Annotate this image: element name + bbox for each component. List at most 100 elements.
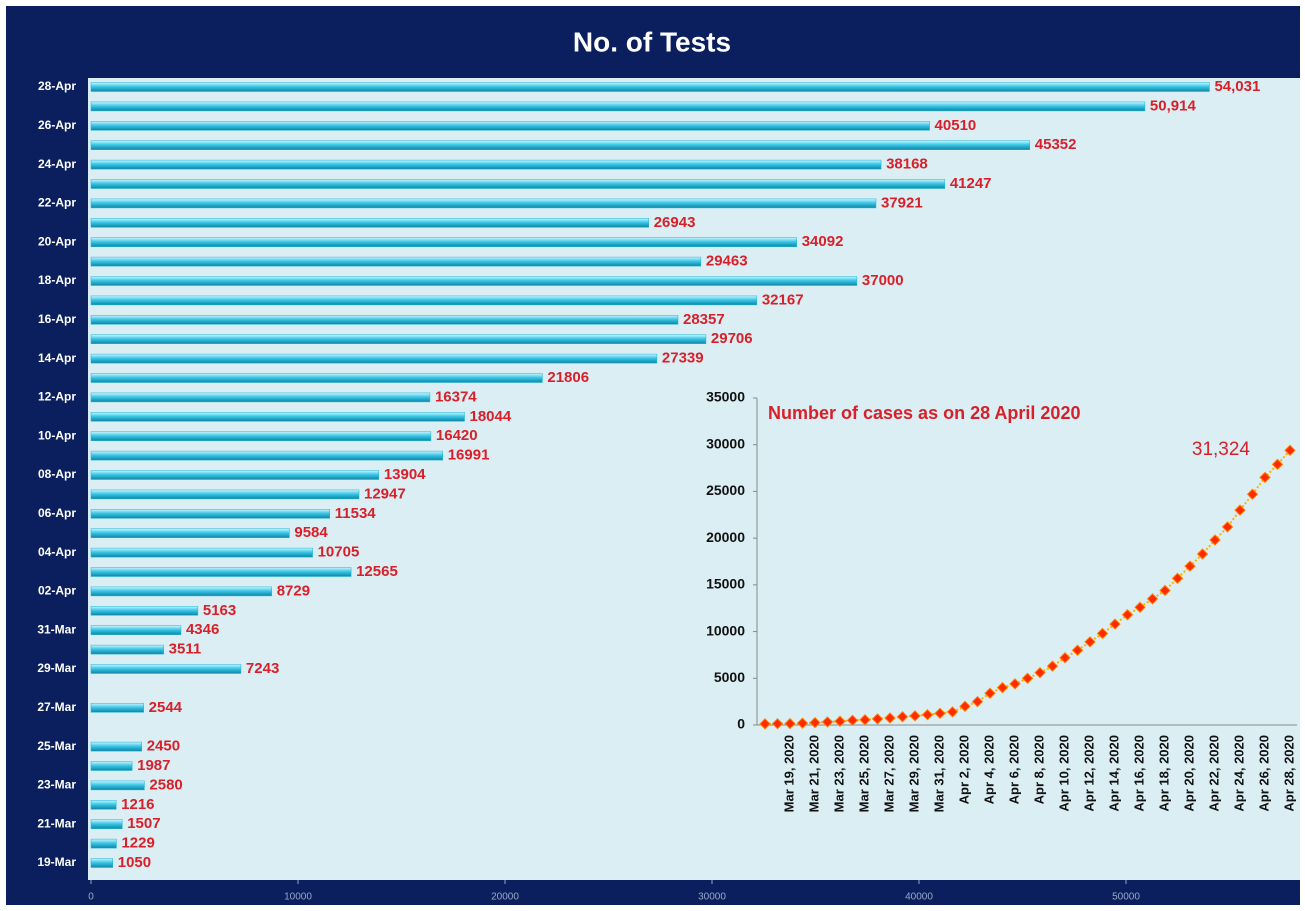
- x-tick-label: Apr 28, 2020: [1281, 735, 1296, 812]
- bar: [90, 392, 431, 403]
- bar: [90, 780, 145, 791]
- marker: [1246, 488, 1259, 500]
- marker: [921, 709, 934, 721]
- marker: [1071, 644, 1084, 656]
- x-tick-label: Apr 24, 2020: [1231, 735, 1246, 812]
- value-label: 2450: [147, 738, 180, 755]
- x-tick-label: Apr 18, 2020: [1156, 735, 1171, 812]
- bar: [90, 606, 199, 616]
- y-tick-label: 26-Apr: [38, 118, 76, 132]
- value-label: 41247: [950, 175, 992, 192]
- y-tick-label: 30000: [706, 435, 745, 451]
- bar: [90, 237, 797, 247]
- bar: [90, 509, 331, 519]
- marker: [834, 715, 846, 727]
- marker: [759, 718, 771, 730]
- marker: [1221, 521, 1234, 533]
- value-label: 34092: [802, 233, 844, 250]
- bar: [90, 334, 707, 344]
- marker: [971, 695, 984, 708]
- value-label: 29706: [711, 330, 753, 347]
- value-label: 8729: [277, 582, 310, 599]
- bar: [90, 353, 658, 364]
- bar: [90, 198, 877, 209]
- marker: [796, 717, 809, 729]
- y-tick-label: 16-Apr: [38, 312, 76, 326]
- bar: [90, 761, 133, 771]
- y-tick-label: 29-Mar: [37, 661, 76, 675]
- value-label: 1987: [137, 757, 170, 774]
- x-tick-label: Apr 14, 2020: [1106, 735, 1121, 812]
- value-label: 4346: [186, 621, 219, 638]
- x-tick-label: Apr 2, 2020: [956, 735, 971, 804]
- x-tick-label: Apr 8, 2020: [1031, 735, 1046, 804]
- marker: [1196, 548, 1209, 560]
- x-tick-label: 40000: [905, 892, 933, 903]
- x-tick-label: Apr 26, 2020: [1256, 735, 1271, 812]
- bar: [90, 858, 113, 868]
- value-label: 40510: [935, 117, 977, 134]
- x-tick-label: Mar 25, 2020: [856, 735, 871, 812]
- bar: [90, 450, 443, 461]
- x-tick-label: Apr 22, 2020: [1206, 735, 1221, 812]
- value-label: 12947: [364, 485, 406, 502]
- bar: [90, 295, 758, 306]
- marker: [809, 716, 821, 729]
- y-tick-label: 14-Apr: [38, 351, 76, 365]
- value-label: 45352: [1035, 136, 1077, 153]
- bar: [90, 179, 946, 189]
- marker: [1084, 636, 1096, 648]
- bar: [90, 412, 465, 422]
- y-tick-label: 25000: [706, 482, 745, 498]
- marker: [871, 713, 884, 725]
- value-label: 1507: [127, 815, 160, 832]
- bar: [90, 838, 117, 849]
- x-tick-label: Apr 6, 2020: [1006, 735, 1021, 804]
- marker: [1009, 678, 1021, 690]
- value-label: 50,914: [1150, 97, 1197, 114]
- value-label: 29463: [706, 253, 748, 270]
- marker: [1234, 504, 1246, 516]
- y-tick-label: 10-Apr: [38, 428, 76, 442]
- value-label: 54,031: [1214, 78, 1260, 95]
- bar: [90, 547, 313, 558]
- marker: [1046, 660, 1059, 672]
- x-tick-label: 30000: [698, 892, 726, 903]
- bar: [90, 470, 380, 480]
- x-tick-label: 10000: [284, 892, 312, 903]
- marker: [1034, 666, 1046, 679]
- bar: [90, 800, 117, 810]
- marker: [1209, 534, 1221, 546]
- y-tick-label: 28-Apr: [38, 79, 76, 93]
- value-label: 18044: [470, 408, 512, 425]
- bar: [90, 315, 679, 325]
- marker: [1059, 652, 1071, 664]
- x-tick-label: Apr 12, 2020: [1081, 735, 1096, 812]
- marker: [1146, 593, 1159, 605]
- x-tick-label: 20000: [491, 892, 519, 903]
- marker: [1021, 672, 1034, 684]
- marker: [1171, 572, 1184, 585]
- value-label: 37000: [862, 272, 904, 289]
- value-label: 3511: [169, 641, 202, 658]
- marker: [1271, 458, 1284, 471]
- bar: [90, 140, 1031, 150]
- y-tick-label: 12-Apr: [38, 390, 76, 404]
- marker: [946, 706, 959, 718]
- value-label: 16991: [448, 447, 490, 464]
- y-tick-label: 23-Mar: [37, 778, 76, 792]
- x-tick-label: Apr 4, 2020: [981, 735, 996, 804]
- y-tick-label: 10000: [706, 622, 745, 638]
- marker: [909, 710, 921, 722]
- marker: [984, 687, 996, 699]
- x-tick-label: Mar 21, 2020: [806, 735, 821, 812]
- y-tick-label: 25-Mar: [37, 739, 76, 753]
- value-label: 38168: [886, 156, 928, 173]
- value-label: 9584: [294, 524, 328, 541]
- bar: [90, 256, 702, 267]
- value-label: 5163: [203, 602, 236, 619]
- y-tick-label: 20000: [706, 529, 745, 545]
- bar: [90, 703, 144, 713]
- marker: [1259, 471, 1271, 484]
